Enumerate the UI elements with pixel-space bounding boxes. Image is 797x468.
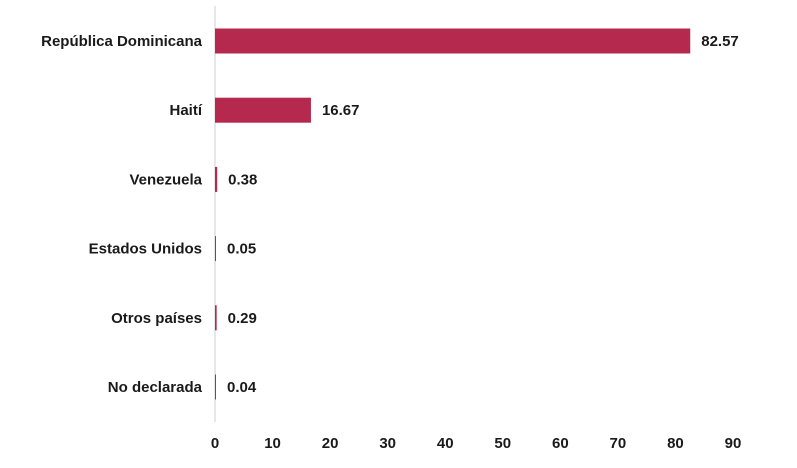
x-tick-label: 70 (610, 435, 627, 452)
x-tick-label: 90 (725, 435, 742, 452)
category-label: Otros países (111, 310, 202, 327)
category-label: No declarada (108, 379, 203, 396)
category-label: República Dominicana (41, 33, 203, 50)
value-labels-group: 82.57 16.67 0.38 0.05 0.29 0.04 (227, 33, 739, 396)
bar (215, 166, 218, 192)
value-label: 0.38 (228, 171, 257, 188)
x-tick-label: 20 (322, 435, 339, 452)
bar (215, 97, 311, 123)
x-tick-label: 60 (552, 435, 569, 452)
category-label: Venezuela (129, 171, 202, 188)
x-tick-label: 0 (211, 435, 219, 452)
value-label: 82.57 (701, 33, 739, 50)
bars-group (215, 28, 691, 400)
bar (215, 236, 216, 262)
category-labels-group: República Dominicana Haití Venezuela Estado… (41, 33, 203, 396)
value-label: 0.04 (227, 379, 257, 396)
x-tick-label: 40 (437, 435, 454, 452)
category-label: Haití (169, 102, 202, 119)
bar (215, 374, 216, 400)
value-label: 0.29 (228, 310, 257, 327)
bar (215, 28, 691, 54)
value-label: 0.05 (227, 241, 256, 258)
x-tick-label: 50 (494, 435, 511, 452)
bar (215, 305, 217, 331)
x-tick-label: 10 (264, 435, 281, 452)
x-tick-label: 80 (667, 435, 684, 452)
x-axis-ticks-group: 0 10 20 30 40 50 60 70 80 90 (211, 435, 742, 452)
x-tick-label: 30 (379, 435, 396, 452)
value-label: 16.67 (322, 102, 360, 119)
category-label: Estados Unidos (89, 241, 202, 258)
